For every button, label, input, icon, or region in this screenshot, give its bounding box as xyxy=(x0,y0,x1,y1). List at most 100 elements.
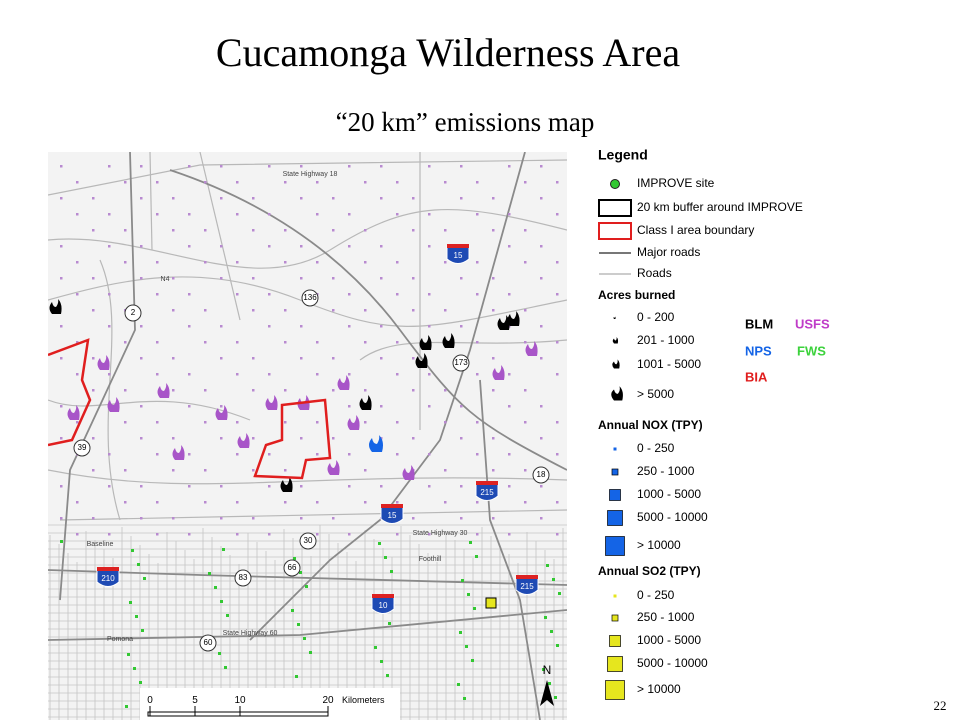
fire-dot xyxy=(156,261,159,264)
fire-dot xyxy=(300,245,303,248)
fire-dot xyxy=(492,517,495,520)
title: Cucamonga Wilderness Area xyxy=(216,30,680,75)
fire-dot xyxy=(108,533,111,536)
fire-dot xyxy=(380,357,383,360)
fire-dot xyxy=(444,421,447,424)
improve-point xyxy=(139,681,142,684)
interstate-shield xyxy=(515,576,539,595)
improve-point xyxy=(374,646,377,649)
improve-point xyxy=(459,631,462,634)
major-road xyxy=(59,152,136,601)
fire-dot xyxy=(380,277,383,280)
fire-symbol xyxy=(172,445,185,460)
fire-dot xyxy=(188,165,191,168)
fire-dot xyxy=(460,405,463,408)
interstate-shield xyxy=(475,482,499,501)
fire-dot xyxy=(284,229,287,232)
fire-dot xyxy=(332,357,335,360)
fire-dot xyxy=(140,437,143,440)
legend-symbol xyxy=(613,594,617,598)
improve-point xyxy=(127,653,130,656)
fire-dot xyxy=(204,229,207,232)
fire-symbol xyxy=(67,405,80,420)
fire-dot xyxy=(348,405,351,408)
fire-dot xyxy=(60,405,63,408)
fire-dot xyxy=(140,325,143,328)
fire-dot xyxy=(300,325,303,328)
legend: Legend IMPROVE site 20 km buffer around IM… xyxy=(598,147,830,700)
state-shield xyxy=(199,634,217,652)
fire-symbol xyxy=(402,465,415,480)
fire-dot xyxy=(76,341,79,344)
place-label: Baseline xyxy=(87,541,114,548)
legend-title: Legend xyxy=(598,147,648,163)
fire-dot xyxy=(204,469,207,472)
shield-label: 39 xyxy=(78,443,87,452)
fire-dot xyxy=(188,405,191,408)
fire-dot xyxy=(412,517,415,520)
fire-symbol xyxy=(507,311,520,326)
state-shield xyxy=(452,354,470,372)
major-road xyxy=(48,609,567,641)
improve-point xyxy=(297,623,300,626)
fire-dot xyxy=(92,197,95,200)
fire-dot xyxy=(428,533,431,536)
fire-dot xyxy=(380,197,383,200)
fire-dot xyxy=(444,309,447,312)
fire-dot xyxy=(492,469,495,472)
fire-dot xyxy=(268,533,271,536)
improve-point xyxy=(546,564,549,567)
fire-dot xyxy=(364,501,367,504)
improve-point xyxy=(542,668,545,671)
road xyxy=(59,509,567,521)
fire-dot xyxy=(204,309,207,312)
fire-dot xyxy=(236,421,239,424)
fire-dot xyxy=(284,389,287,392)
fire-dot xyxy=(396,181,399,184)
interstate-shield xyxy=(96,568,120,587)
fire-dot xyxy=(396,421,399,424)
agency-label: FWS xyxy=(797,343,826,358)
fire-dot xyxy=(348,533,351,536)
improve-point xyxy=(380,660,383,663)
fire-dot xyxy=(284,501,287,504)
road xyxy=(149,152,153,251)
fire-dot xyxy=(252,197,255,200)
improve-point xyxy=(384,556,387,559)
fire-dot xyxy=(204,181,207,184)
place-label: State Highway 30 xyxy=(413,530,468,537)
state-shield xyxy=(234,569,252,587)
place-label: N4 xyxy=(161,276,170,283)
fire-dot xyxy=(108,373,111,376)
fire-dot xyxy=(204,501,207,504)
fire-dot xyxy=(492,437,495,440)
agency-label: BLM xyxy=(745,316,773,331)
fire-dot xyxy=(172,437,175,440)
fire-dot xyxy=(220,197,223,200)
fire-dot xyxy=(268,485,271,488)
fire-dot xyxy=(348,373,351,376)
fire-dot xyxy=(364,389,367,392)
fire-dot xyxy=(476,501,479,504)
fire-dot xyxy=(268,245,271,248)
fire-dot xyxy=(236,373,239,376)
fire-dot xyxy=(412,277,415,280)
fire-dot xyxy=(236,501,239,504)
fire-dot xyxy=(508,213,511,216)
fire-dot xyxy=(476,373,479,376)
improve-point xyxy=(129,601,132,604)
subtitle: “20 km” emissions map xyxy=(336,107,595,137)
fire-dot xyxy=(76,501,79,504)
fire-dot xyxy=(364,421,367,424)
improve-point xyxy=(303,637,306,640)
shield-label: 15 xyxy=(388,511,397,520)
fire-dot xyxy=(284,309,287,312)
legend-symbol xyxy=(610,179,620,189)
fire-dot xyxy=(284,261,287,264)
fire-dot xyxy=(556,453,559,456)
fire-dot xyxy=(460,485,463,488)
fire-dot xyxy=(76,261,79,264)
shield-label: 215 xyxy=(480,488,494,497)
fire-dot xyxy=(60,437,63,440)
state-shield xyxy=(532,466,550,484)
